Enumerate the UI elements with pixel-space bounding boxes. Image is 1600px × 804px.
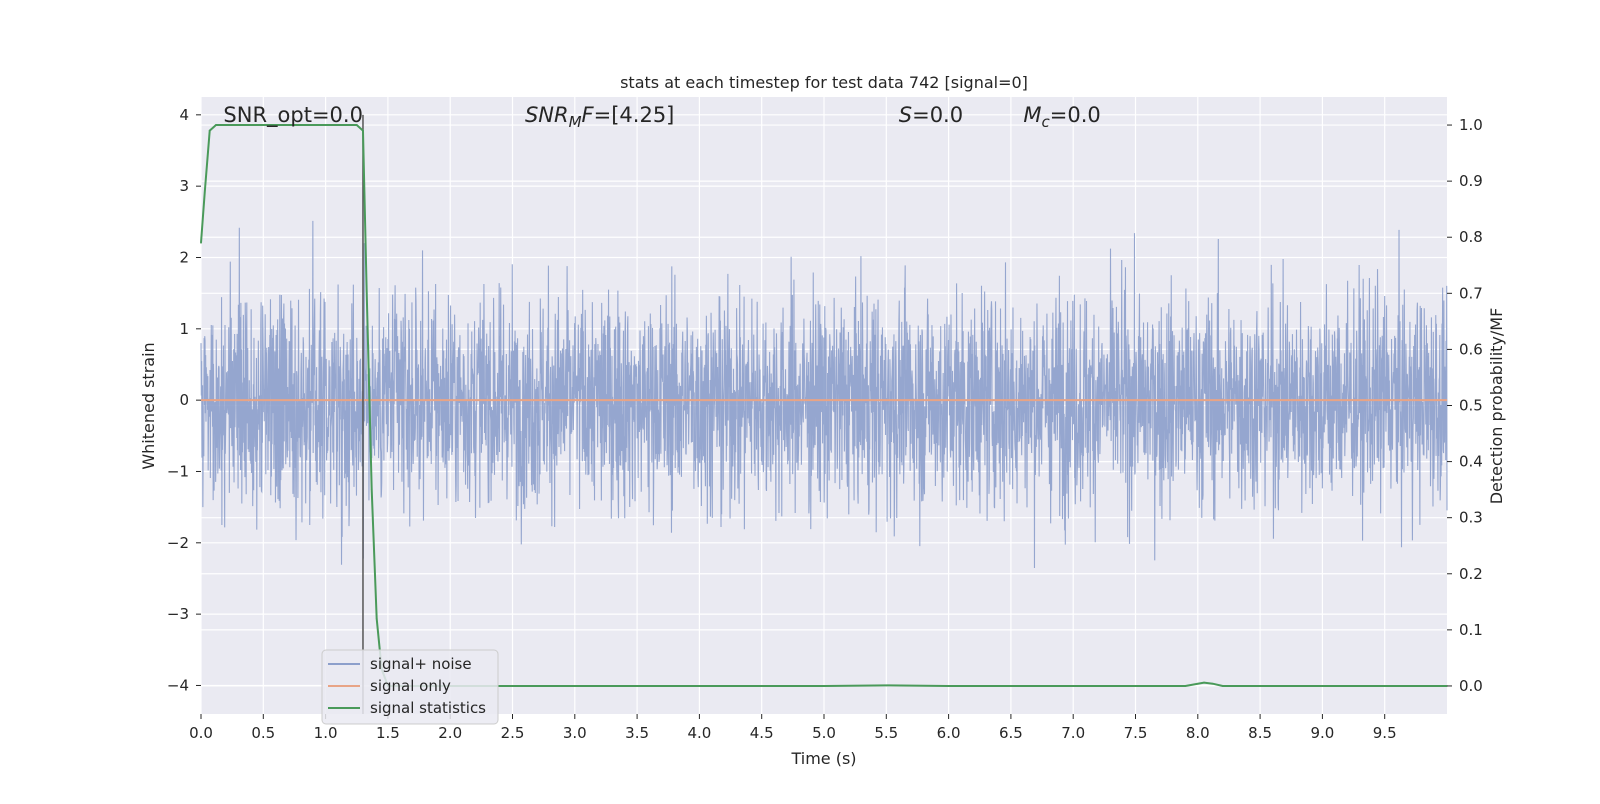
x-tick-label-12: 6.0 bbox=[937, 724, 961, 742]
y-right-tick-label-2: 0.8 bbox=[1459, 228, 1483, 246]
ticks-layer: 0.0 0.5 1.0 1.5 2.0 2.5 3.0 3.5 4.0 4.5 5.0 5.5 6.0 6… bbox=[167, 106, 1483, 742]
x-tick-label-17: 8.5 bbox=[1248, 724, 1272, 742]
y-left-tick-label-1: 3 bbox=[179, 177, 189, 195]
x-tick-label-9: 4.5 bbox=[750, 724, 774, 742]
y-left-tick-label-2: 2 bbox=[179, 248, 189, 266]
x-axis-label: Time (s) bbox=[790, 749, 856, 768]
x-tick-label-14: 7.0 bbox=[1061, 724, 1085, 742]
legend-label-signal-only: signal only bbox=[370, 677, 451, 695]
signal-statistics-point-18 bbox=[885, 684, 888, 687]
y-left-tick-label-0: 4 bbox=[179, 106, 189, 124]
x-tick-label-18: 9.0 bbox=[1310, 724, 1334, 742]
signal-statistics-point-21 bbox=[1184, 685, 1187, 687]
signal-statistics-point-8 bbox=[362, 129, 364, 132]
signal-statistics-point-10 bbox=[370, 488, 373, 491]
signal-statistics-point-19 bbox=[947, 685, 950, 687]
snr-opt-annotation: SNR_opt=0.0 bbox=[223, 103, 363, 128]
signal-statistics-point-3 bbox=[215, 124, 217, 126]
s-annotation: S=0.0 bbox=[899, 103, 963, 127]
signal-statistics-point-7 bbox=[355, 124, 358, 126]
y-left-tick-label-8: −4 bbox=[167, 676, 189, 694]
y-right-tick-label-7: 0.3 bbox=[1459, 509, 1483, 527]
x-tick-label-19: 9.5 bbox=[1373, 724, 1397, 742]
x-tick-label-7: 3.5 bbox=[625, 724, 649, 742]
signal-statistics-point-23 bbox=[1203, 681, 1205, 684]
signal-statistics-point-2 bbox=[208, 129, 211, 132]
y-axis-left-label: Whitened strain bbox=[139, 342, 158, 469]
y-right-tick-label-9: 0.1 bbox=[1459, 621, 1483, 639]
x-tick-label-13: 6.5 bbox=[999, 724, 1023, 742]
signal-noise-series bbox=[200, 220, 1448, 568]
x-tick-label-6: 3.0 bbox=[563, 724, 587, 742]
x-tick-label-3: 1.5 bbox=[376, 724, 400, 742]
legend-label-signal-noise: signal+ noise bbox=[370, 655, 472, 673]
y-left-tick-label-6: −2 bbox=[167, 534, 189, 552]
annotations-layer: SNR_opt=0.0 SNRMF=[4.25] S=0.0 Mc=0.0 bbox=[223, 103, 1100, 131]
signal-statistics-point-6 bbox=[324, 124, 327, 126]
signal-noise-line bbox=[200, 220, 1448, 568]
signal-statistics-point-4 bbox=[225, 124, 227, 126]
signal-statistics-point-9 bbox=[365, 292, 368, 295]
x-tick-label-4: 2.0 bbox=[438, 724, 462, 742]
x-tick-label-16: 8.0 bbox=[1186, 724, 1210, 742]
y-right-tick-label-10: 0.0 bbox=[1459, 677, 1483, 695]
signal-statistics-point-26 bbox=[1321, 685, 1324, 687]
signal-statistics-point-15 bbox=[574, 685, 576, 687]
x-tick-label-2: 1.0 bbox=[314, 724, 338, 742]
x-tick-label-8: 4.0 bbox=[687, 724, 711, 742]
y-left-tick-label-4: 0 bbox=[179, 391, 189, 409]
signal-statistics-point-22 bbox=[1197, 682, 1199, 685]
y-right-tick-label-5: 0.5 bbox=[1459, 397, 1483, 415]
signal-statistics-point-0 bbox=[200, 242, 202, 244]
mc-annotation: Mc=0.0 bbox=[1023, 103, 1100, 131]
x-tick-label-15: 7.5 bbox=[1124, 724, 1148, 742]
snr-mf-annotation: SNRMF=[4.25] bbox=[525, 103, 674, 131]
y-left-tick-label-7: −3 bbox=[167, 605, 189, 623]
chart-title: stats at each timestep for test data 742… bbox=[620, 73, 1028, 92]
x-tick-label-1: 0.5 bbox=[251, 724, 275, 742]
legend-label-signal-statistics: signal statistics bbox=[370, 699, 486, 717]
y-right-tick-label-8: 0.2 bbox=[1459, 565, 1483, 583]
legend-box bbox=[321, 649, 499, 725]
y-right-tick-label-4: 0.6 bbox=[1459, 340, 1483, 358]
signal-statistics-point-5 bbox=[262, 124, 265, 126]
signal-statistics-point-20 bbox=[1072, 685, 1074, 687]
y-left-tick-label-5: −1 bbox=[167, 462, 189, 480]
y-right-tick-label-0: 1.0 bbox=[1459, 116, 1483, 134]
signal-statistics-point-25 bbox=[1221, 685, 1224, 687]
y-axis-right-label: Detection probability/MF bbox=[1487, 308, 1506, 505]
legend: signal+ noise signal only signal statist… bbox=[321, 649, 499, 725]
y-right-tick-label-6: 0.4 bbox=[1459, 453, 1483, 471]
x-tick-label-5: 2.5 bbox=[501, 724, 525, 742]
y-right-tick-label-3: 0.7 bbox=[1459, 284, 1483, 302]
y-left-tick-label-3: 1 bbox=[179, 320, 189, 338]
signal-statistics-point-16 bbox=[698, 685, 701, 687]
x-tick-label-0: 0.0 bbox=[189, 724, 213, 742]
x-tick-label-11: 5.5 bbox=[874, 724, 898, 742]
signal-statistics-point-17 bbox=[823, 685, 825, 687]
x-tick-label-10: 5.0 bbox=[812, 724, 836, 742]
signal-statistics-point-11 bbox=[375, 617, 378, 620]
y-right-tick-label-1: 0.9 bbox=[1459, 172, 1483, 190]
signal-statistics-point-1 bbox=[203, 191, 206, 194]
signal-statistics-point-24 bbox=[1211, 682, 1214, 685]
